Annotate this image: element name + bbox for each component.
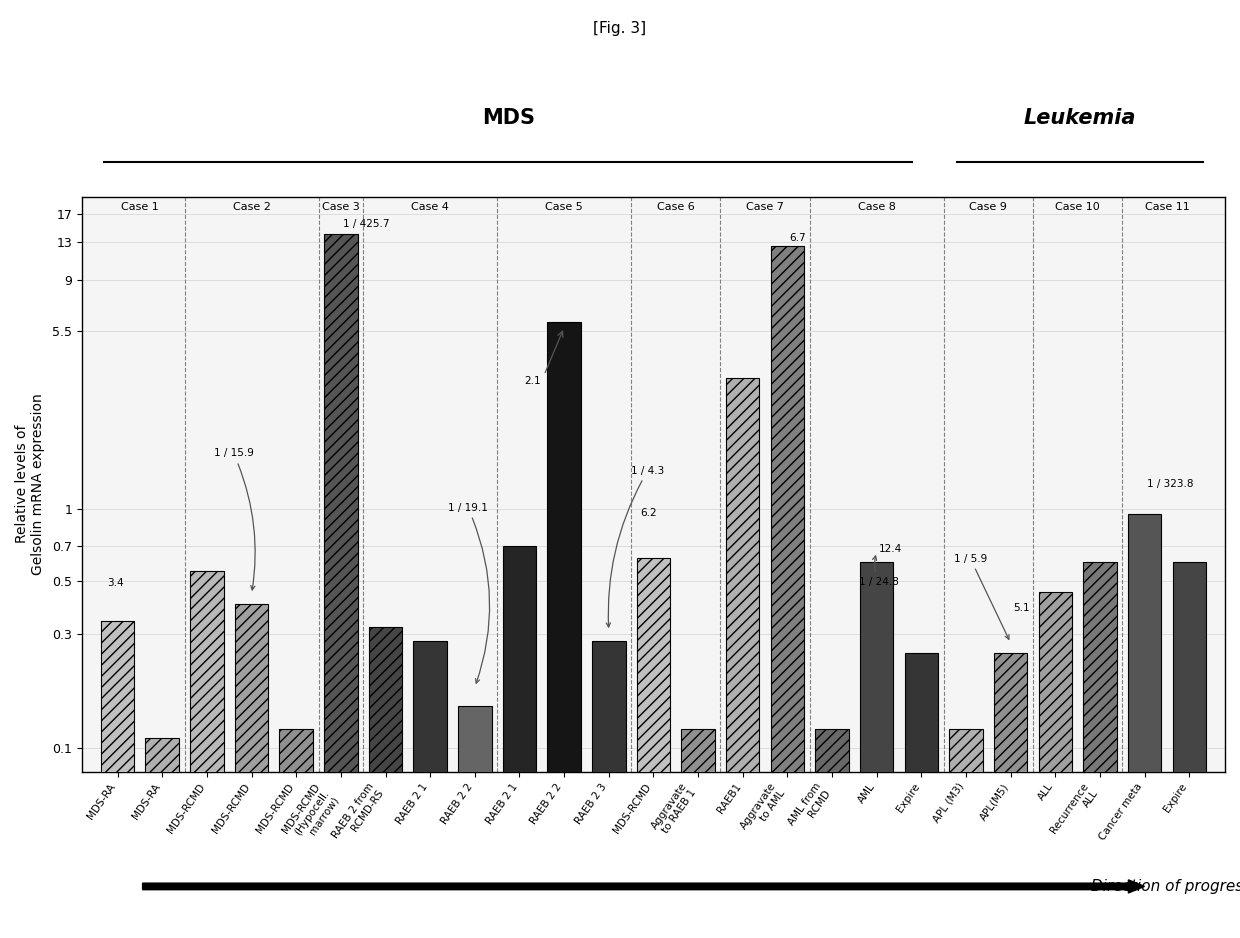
Bar xyxy=(994,653,1028,938)
Text: Direction of progress: Direction of progress xyxy=(1091,879,1240,894)
Bar xyxy=(636,558,670,938)
Bar xyxy=(1039,592,1073,938)
Bar xyxy=(725,378,759,938)
Bar xyxy=(950,730,983,938)
Text: Case 8: Case 8 xyxy=(858,203,895,212)
Text: 1 / 24.8: 1 / 24.8 xyxy=(859,556,899,587)
Text: Case 11: Case 11 xyxy=(1145,203,1189,212)
Text: 2.1: 2.1 xyxy=(525,376,541,386)
Text: Case 10: Case 10 xyxy=(1055,203,1100,212)
Text: Case 5: Case 5 xyxy=(546,203,583,212)
Text: Case 1: Case 1 xyxy=(122,203,159,212)
Text: Case 9: Case 9 xyxy=(970,203,1007,212)
Text: Case 6: Case 6 xyxy=(657,203,694,212)
Text: 1 / 425.7: 1 / 425.7 xyxy=(343,219,389,229)
Bar xyxy=(681,730,714,938)
Bar xyxy=(145,738,179,938)
Bar xyxy=(234,604,268,938)
Text: 12.4: 12.4 xyxy=(879,544,903,553)
Text: 6.2: 6.2 xyxy=(641,508,657,518)
Bar xyxy=(279,730,312,938)
Bar xyxy=(458,706,491,938)
Bar xyxy=(324,234,357,938)
Bar xyxy=(1084,562,1117,938)
Bar xyxy=(591,642,625,938)
Bar xyxy=(190,571,223,938)
Text: 3.4: 3.4 xyxy=(107,578,124,588)
Bar xyxy=(770,246,804,938)
Text: Case 4: Case 4 xyxy=(412,203,449,212)
Bar xyxy=(100,621,134,938)
Text: 1 / 4.3: 1 / 4.3 xyxy=(606,465,665,628)
Text: 5.1: 5.1 xyxy=(1013,603,1029,613)
Bar xyxy=(547,322,580,938)
Text: 1 / 15.9: 1 / 15.9 xyxy=(213,448,255,590)
Bar xyxy=(368,628,402,938)
Text: [Fig. 3]: [Fig. 3] xyxy=(594,21,646,36)
Bar xyxy=(1128,514,1162,938)
Text: 1 / 19.1: 1 / 19.1 xyxy=(448,503,490,683)
Text: Leukemia: Leukemia xyxy=(1024,108,1136,128)
Bar xyxy=(413,642,446,938)
Text: Case 2: Case 2 xyxy=(233,203,270,212)
Bar xyxy=(861,562,894,938)
Y-axis label: Relative levels of
Gelsolin mRNA expression: Relative levels of Gelsolin mRNA express… xyxy=(15,393,45,575)
Text: 1 / 323.8: 1 / 323.8 xyxy=(1147,478,1193,489)
Text: Case 3: Case 3 xyxy=(322,203,360,212)
Bar xyxy=(502,546,536,938)
Bar xyxy=(1173,562,1207,938)
Text: 6.7: 6.7 xyxy=(790,233,806,243)
Bar xyxy=(905,653,939,938)
Text: Case 7: Case 7 xyxy=(746,203,784,212)
Text: MDS: MDS xyxy=(482,108,534,128)
Bar xyxy=(816,730,849,938)
Text: 1 / 5.9: 1 / 5.9 xyxy=(954,553,1009,640)
